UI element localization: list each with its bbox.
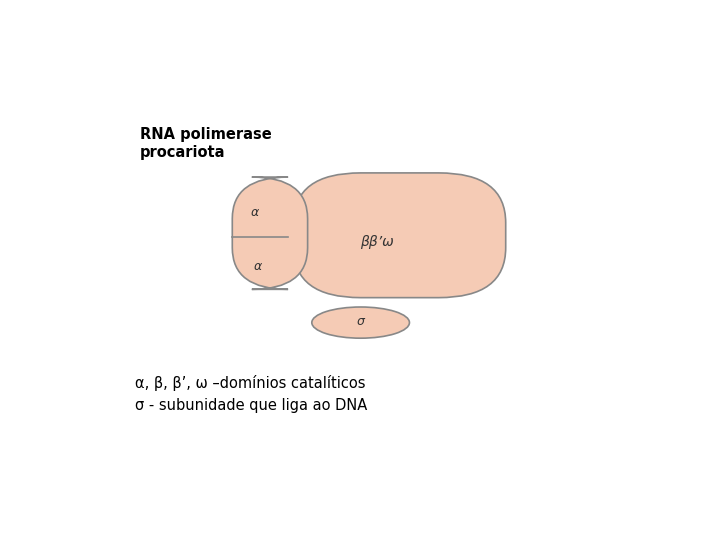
FancyBboxPatch shape — [294, 173, 505, 298]
Text: α: α — [253, 260, 261, 273]
Text: α: α — [251, 206, 258, 219]
Text: ββ’ω: ββ’ω — [361, 234, 395, 248]
Text: σ: σ — [356, 315, 364, 328]
FancyBboxPatch shape — [233, 177, 307, 289]
Text: RNA polimerase
procariota: RNA polimerase procariota — [140, 127, 272, 160]
Text: α, β, β’, ω –domínios catalíticos: α, β, β’, ω –domínios catalíticos — [135, 375, 365, 391]
FancyBboxPatch shape — [294, 219, 305, 248]
Ellipse shape — [312, 307, 410, 338]
Text: σ - subunidade que liga ao DNA: σ - subunidade que liga ao DNA — [135, 399, 367, 413]
